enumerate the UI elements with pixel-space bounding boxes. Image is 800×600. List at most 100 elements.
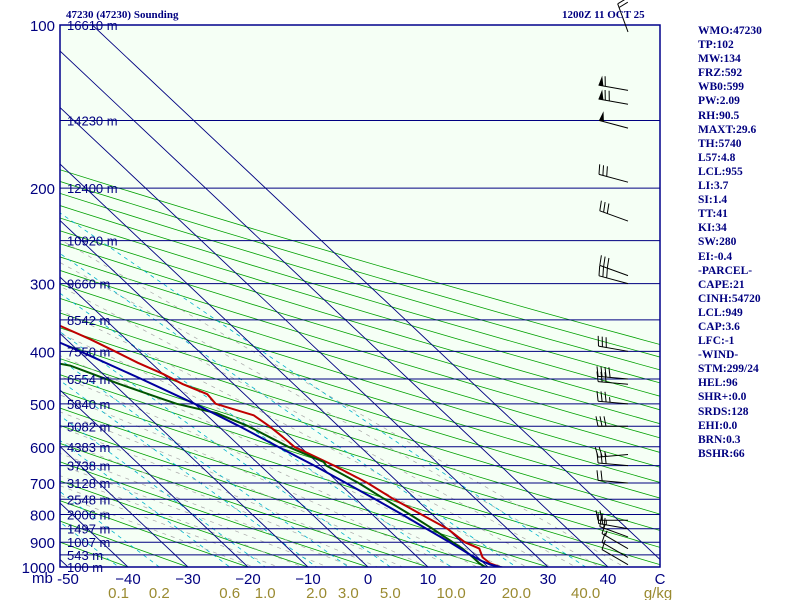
- wind-barb: [596, 452, 629, 467]
- temperature-tick-label: 40: [600, 571, 617, 588]
- profile-line-1: [60, 362, 488, 567]
- wind-barb: [601, 523, 629, 550]
- index-item: WMO:47230: [698, 25, 762, 37]
- wind-barb-staff: [598, 400, 629, 405]
- mixing-ratio-unit-label: g/kg: [644, 585, 672, 600]
- wind-barb: [597, 513, 629, 530]
- wind-barb-flag: [603, 416, 607, 427]
- dry-adiabat-line: [60, 312, 660, 499]
- index-item: LFC:-1: [698, 335, 735, 348]
- wind-barb-flag: [595, 416, 599, 427]
- mixing-ratio-axis-labels: 0.1 0.2 0.6 1.0 2.0 3.0 5.0 10.0 20.0 40.0 g/kg: [108, 585, 672, 600]
- pressure-tick-label: 800: [30, 507, 55, 524]
- isotherm-line: [60, 163, 489, 567]
- index-item: SHR+:0.0: [698, 391, 747, 404]
- isotherm-line: [60, 50, 609, 567]
- wind-barb: [596, 371, 629, 385]
- index-item: SI:1.4: [698, 194, 728, 207]
- dry-adiabat-line: [60, 358, 660, 548]
- dry-adiabat-line: [60, 442, 430, 567]
- wind-barb-flag: [602, 165, 604, 176]
- plot-background: [60, 25, 660, 567]
- mixing-ratio-tick-label: 20.0: [502, 585, 531, 600]
- isotherm-line: [60, 219, 429, 567]
- wind-barb-flag: [606, 257, 610, 269]
- wind-barb-flag: [603, 517, 606, 529]
- dry-adiabat-line: [60, 374, 660, 566]
- dry-adiabat-line: [60, 480, 310, 567]
- moist-adiabat-line: [60, 464, 329, 567]
- background-grid: [60, 25, 660, 567]
- height-label: 9660 m: [67, 277, 110, 292]
- wind-barb-flag: [596, 452, 599, 464]
- pressure-tick-label: 300: [30, 277, 55, 294]
- wind-barb: [596, 366, 629, 380]
- wind-barb-staff: [599, 210, 629, 222]
- index-item: MAXT:29.6: [698, 123, 757, 136]
- height-label: 4383 m: [67, 440, 110, 455]
- moist-adiabat-line: [60, 426, 404, 567]
- isotherm-line: [60, 332, 309, 567]
- pressure-labels: 100 200 300 400 500 600 700 800 900 1000: [22, 18, 55, 577]
- index-item: SW:280: [698, 236, 737, 249]
- wind-barb-staff: [598, 453, 629, 458]
- wind-barbs: [594, 0, 629, 566]
- wind-barb: [598, 89, 629, 105]
- index-item: CAPE:21: [698, 278, 745, 291]
- mixing-ratio-tick-label: 0.6: [219, 585, 240, 600]
- height-label: 10920 m: [67, 234, 118, 249]
- dry-adiabat-line: [60, 256, 660, 439]
- dry-adiabat-line: [60, 342, 660, 531]
- pressure-tick-label: 1000: [22, 560, 55, 577]
- wind-barb-staff: [598, 84, 629, 91]
- height-label: 12400 m: [67, 181, 118, 196]
- height-label: 14230 m: [67, 113, 118, 128]
- wind-barb-flag: [599, 516, 602, 527]
- temperature-axis-labels: mb -50 −40 −30 −20 −10 0 10 20 30 40 C: [32, 570, 666, 588]
- index-item: BRN:0.3: [698, 433, 741, 446]
- dry-adiabat-line: [60, 500, 250, 567]
- height-label: 543 m: [67, 548, 103, 563]
- wind-barb-flag: [600, 371, 603, 382]
- wind-barb: [598, 265, 629, 285]
- wind-barb-pennant: [598, 75, 604, 86]
- wind-barb-flag: [600, 366, 603, 377]
- wind-barb-flag: [599, 200, 602, 211]
- wind-barb: [595, 510, 629, 521]
- dry-adiabat-line: [60, 407, 550, 567]
- height-label: 100 m: [67, 560, 103, 575]
- wind-barb-flag: [603, 256, 606, 267]
- wind-barb-staff: [599, 264, 629, 277]
- dry-adiabat-line: [60, 230, 660, 411]
- index-item: TH:5740: [698, 137, 742, 150]
- sounding-time: 1200Z 11 OCT 25: [562, 9, 645, 21]
- dry-adiabat-line: [60, 192, 660, 371]
- wind-barb-flag: [603, 202, 606, 213]
- index-item: TT:41: [698, 208, 728, 221]
- pressure-tick-label: 600: [30, 440, 55, 457]
- isotherms: [60, 25, 660, 567]
- temperature-unit-label: C: [655, 571, 666, 588]
- wind-barb-staff: [598, 523, 629, 530]
- wind-barb-flag: [604, 372, 607, 383]
- index-item: MW:134: [698, 53, 741, 66]
- index-item: LI:3.7: [698, 180, 729, 193]
- moist-adiabat-line: [60, 411, 429, 567]
- wind-barb-flag: [606, 166, 608, 177]
- wind-barb-flag: [604, 453, 607, 464]
- mixing-ratio-tick-label: 1.0: [255, 585, 276, 600]
- wind-barb-flag: [604, 366, 607, 378]
- pressure-tick-label: 100: [30, 18, 55, 35]
- dry-adiabat-line: [60, 390, 610, 567]
- wind-barb-flag: [600, 453, 603, 464]
- wind-barb-flag: [598, 164, 601, 175]
- wind-barb-staff: [598, 173, 629, 183]
- height-label: 2548 m: [67, 492, 110, 507]
- height-label: 6554 m: [67, 372, 110, 387]
- wind-barb: [599, 516, 629, 538]
- isotherm-line: [92, 25, 660, 561]
- index-item: EHI:0.0: [698, 419, 738, 432]
- wind-barb-pennant: [598, 89, 604, 100]
- plot-frame: [59, 24, 661, 568]
- mixing-ratio-tick-label: 5.0: [380, 585, 401, 600]
